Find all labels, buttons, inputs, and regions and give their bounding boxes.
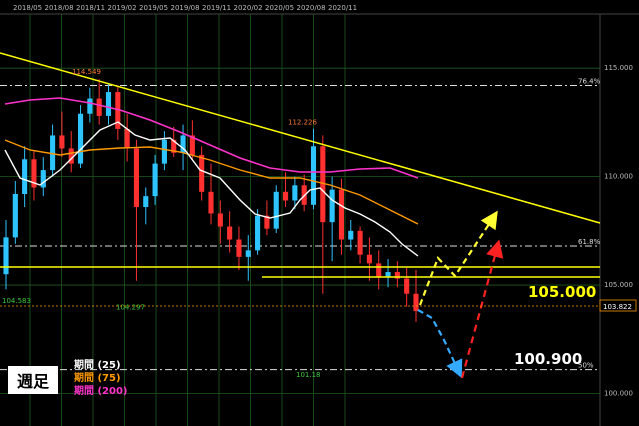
fib-level-label: 61.8%: [578, 238, 601, 246]
candle-body: [31, 159, 37, 188]
candle-body: [404, 278, 410, 294]
candle-body: [217, 213, 223, 227]
fib-level-label: 50%: [578, 362, 594, 370]
y-axis: 115.000 110.000 105.000 100.000: [604, 64, 633, 397]
candles: [3, 79, 419, 322]
current-price-box: [599, 299, 637, 312]
legend-ma-200: 期間 (200): [74, 386, 128, 397]
candle-body: [87, 98, 93, 114]
current-price-value: 103.822: [603, 303, 632, 311]
x-axis: 2018/05 2018/08 2018/11 2019/02 2019/05 2019/…: [13, 4, 357, 12]
x-tick-label: 2018/11: [76, 4, 105, 12]
candle-body: [264, 215, 270, 229]
candle-body: [385, 272, 391, 277]
x-tick-label: 2019/05: [139, 4, 168, 12]
candle-body: [40, 170, 46, 188]
legend-ma-75: 期間 (75): [74, 373, 121, 384]
candle-body: [68, 148, 74, 164]
candle-body: [236, 239, 242, 257]
candle-body: [199, 154, 205, 192]
candle-body: [292, 185, 298, 201]
candle-body: [348, 230, 354, 240]
candle-body: [189, 135, 195, 155]
x-tick-label: 2020/11: [328, 4, 357, 12]
x-tick-label: 2019/11: [202, 4, 231, 12]
candle-body: [282, 191, 289, 201]
level-labels: 105.000 100.900: [514, 283, 596, 368]
rebound-scenario-arrow: [460, 239, 504, 379]
candle-body: [115, 92, 121, 129]
candle-body: [329, 189, 335, 223]
level-label-105: 105.000: [528, 283, 596, 301]
y-tick-label: 110.000: [604, 173, 633, 181]
candle-body: [320, 146, 326, 223]
candle-body: [161, 139, 167, 164]
x-tick-label: 2019/08: [171, 4, 200, 12]
period-label-weekly: 週足: [8, 366, 58, 394]
ma-25-line: [4, 121, 419, 257]
forecast-arrows: [417, 210, 504, 379]
y-tick-label: 115.000: [604, 64, 633, 72]
candle-body: [394, 272, 400, 279]
candle-body: [413, 293, 419, 312]
candle-body: [143, 196, 149, 207]
candle-body: [77, 113, 84, 164]
candle-body: [366, 254, 372, 264]
price-annotation: 114.549: [72, 68, 101, 76]
x-tick-label: 2020/02: [234, 4, 263, 12]
moving-averages: [4, 97, 419, 257]
x-tick-label: 2018/08: [45, 4, 74, 12]
candle-body: [152, 163, 158, 197]
price-annotation: 104.297: [116, 303, 145, 311]
candle-body: [180, 135, 186, 153]
x-tick-label: 2019/02: [108, 4, 137, 12]
candle-body: [59, 135, 65, 149]
price-annotations: 114.549 112.226 104.583 104.297 101.18: [2, 68, 321, 379]
x-tick-label: 2020/05: [265, 4, 294, 12]
candle-body: [310, 146, 317, 205]
x-tick-label: 2018/05: [13, 4, 42, 12]
candle-body: [50, 135, 56, 171]
price-annotation: 104.583: [2, 297, 31, 305]
candle-body: [133, 148, 140, 207]
y-tick-label: 105.000: [604, 281, 633, 289]
y-tick-label: 100.000: [604, 389, 633, 397]
candle-body: [3, 237, 9, 275]
candle-body: [105, 92, 112, 116]
candle-body: [124, 128, 130, 149]
current-price-marker: 103.822: [0, 299, 637, 312]
moving-average-legend: 期間 (25) 期間 (75) 期間 (200): [74, 359, 128, 398]
resistance-trendline: [0, 52, 601, 224]
candle-body: [245, 250, 251, 257]
candle-body: [273, 191, 279, 229]
fib-level-label: 76.4%: [578, 78, 601, 86]
candle-body: [376, 263, 382, 277]
price-annotation: 112.226: [288, 118, 317, 126]
legend-ma-25: 期間 (25): [74, 360, 121, 371]
candle-body: [171, 139, 177, 153]
candle-body: [12, 193, 18, 238]
candle-body: [357, 230, 363, 255]
bullish-scenario-arrow: [418, 210, 498, 306]
price-annotation: 101.18: [296, 371, 321, 379]
candle-body: [22, 159, 28, 194]
level-label-100-9: 100.900: [514, 350, 582, 368]
x-tick-label: 2020/08: [297, 4, 326, 12]
candle-body: [96, 98, 102, 116]
candle-body: [227, 226, 233, 240]
candle-body: [338, 189, 345, 240]
ma-75-line: [4, 139, 419, 225]
candle-body: [255, 215, 261, 251]
grid: [0, 14, 600, 426]
candle-body: [208, 191, 214, 214]
ma-200-line: [4, 97, 419, 179]
